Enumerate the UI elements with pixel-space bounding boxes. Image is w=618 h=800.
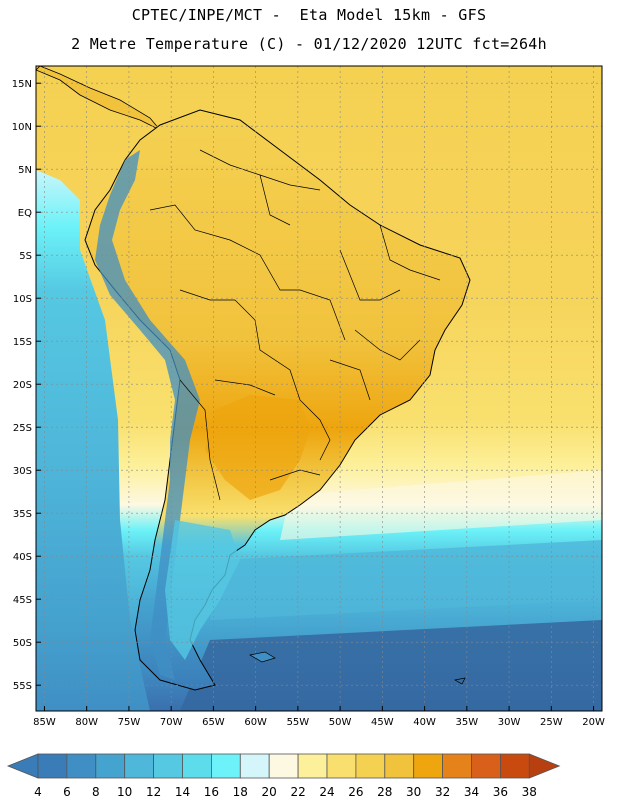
lat-tick-label: 5S <box>19 251 32 262</box>
colorbar-label: 4 <box>34 785 42 799</box>
colorbar-label: 12 <box>146 785 161 799</box>
warm-core-region <box>205 395 310 500</box>
lon-tick-label: 20W <box>582 717 605 728</box>
colorbar-segment <box>153 753 183 779</box>
colorbar-label: 38 <box>522 785 537 799</box>
patagonia-cool-region <box>165 520 240 660</box>
colorbar-label: 24 <box>319 785 334 799</box>
colorbar-label: 34 <box>464 785 479 799</box>
colorbar-label: 30 <box>406 785 421 799</box>
transition-band <box>280 470 602 540</box>
colorbar-segment <box>471 753 501 779</box>
colorbar-segment <box>355 753 386 779</box>
colorbar-high-arrow <box>528 753 561 779</box>
lat-tick-label: 15S <box>13 337 32 348</box>
lat-tick-label: EQ <box>18 208 32 219</box>
lat-tick-label: 15N <box>12 79 32 90</box>
lon-tick-label: 55W <box>287 717 310 728</box>
colorbar-segment <box>210 753 241 779</box>
colorbar-segment <box>239 753 270 779</box>
map-plot-area <box>36 66 602 711</box>
colorbar-segment <box>37 753 68 779</box>
lon-tick-label: 75W <box>118 717 141 728</box>
lat-tick-label: 25S <box>13 423 32 434</box>
country-borders <box>149 149 441 501</box>
lon-tick-label: 70W <box>160 717 183 728</box>
map-frame <box>35 65 603 712</box>
south-georgia-island <box>454 677 466 685</box>
colorbar-segment <box>297 753 328 779</box>
south-atlantic-cool-band <box>210 540 602 620</box>
colorbar-label: 32 <box>435 785 450 799</box>
lat-tick-label: 35S <box>13 509 32 520</box>
colorbar-segment <box>182 753 212 779</box>
lat-tick-label: 10N <box>12 122 32 133</box>
lon-tick-label: 25W <box>540 717 563 728</box>
map-gridlines <box>36 66 602 711</box>
lat-tick-label: 10S <box>13 294 32 305</box>
colorbar-segment <box>413 753 444 779</box>
map-title-line2: 2 Metre Temperature (C) - 01/12/2020 12U… <box>71 35 547 53</box>
map-title-line1: CPTEC/INPE/MCT - Eta Model 15km - GFS <box>131 6 487 24</box>
colorbar-segment <box>124 753 154 779</box>
colorbar-label: 10 <box>117 785 132 799</box>
lat-tick-label: 20S <box>13 380 32 391</box>
lon-tick-label: 80W <box>75 717 98 728</box>
temperature-colorbar: 4 6 8 10 12 14 16 18 20 22 24 26 28 30 32 34 36 38 <box>6 753 561 799</box>
colorbar-label: 28 <box>377 785 392 799</box>
map-axis-ticks: 15N 10N 5N EQ 5S 10S 15S 20S 25S 30S 35S 40S 45S 50S 5… <box>12 79 605 728</box>
colorbar-segment <box>384 753 415 779</box>
central-america-landmass <box>36 66 161 131</box>
lon-tick-label: 85W <box>33 717 56 728</box>
colorbar-segment <box>499 753 530 779</box>
colorbar-low-arrow <box>6 753 39 779</box>
falkland-islands <box>249 651 276 663</box>
lon-tick-label: 30W <box>498 717 521 728</box>
colorbar-segment <box>95 753 126 779</box>
colorbar-label: 20 <box>262 785 277 799</box>
lat-tick-label: 50S <box>13 638 32 649</box>
pacific-ocean-field <box>36 66 150 711</box>
lat-tick-label: 40S <box>13 552 32 563</box>
colorbar-label: 26 <box>348 785 363 799</box>
colorbar-label: 6 <box>63 785 71 799</box>
lon-tick-label: 35W <box>456 717 479 728</box>
lat-tick-label: 55S <box>13 681 32 692</box>
lon-tick-label: 60W <box>244 717 267 728</box>
colorbar-segment <box>66 753 97 779</box>
lat-tick-label: 45S <box>13 595 32 606</box>
lon-tick-label: 50W <box>329 717 352 728</box>
colorbar-label: 8 <box>92 785 100 799</box>
colorbar-label: 22 <box>290 785 305 799</box>
southern-ocean-field <box>180 620 602 711</box>
colorbar-label: 16 <box>204 785 219 799</box>
colorbar-segment <box>442 753 472 779</box>
colorbar-label: 36 <box>493 785 508 799</box>
colorbar-segment <box>268 753 299 779</box>
colorbar-segment <box>326 753 357 779</box>
lon-tick-label: 40W <box>413 717 436 728</box>
lon-tick-label: 45W <box>371 717 394 728</box>
colorbar-label: 14 <box>175 785 190 799</box>
lat-tick-label: 5N <box>18 165 32 176</box>
lat-tick-label: 30S <box>13 466 32 477</box>
colorbar-label: 18 <box>233 785 248 799</box>
lon-tick-label: 65W <box>202 717 225 728</box>
